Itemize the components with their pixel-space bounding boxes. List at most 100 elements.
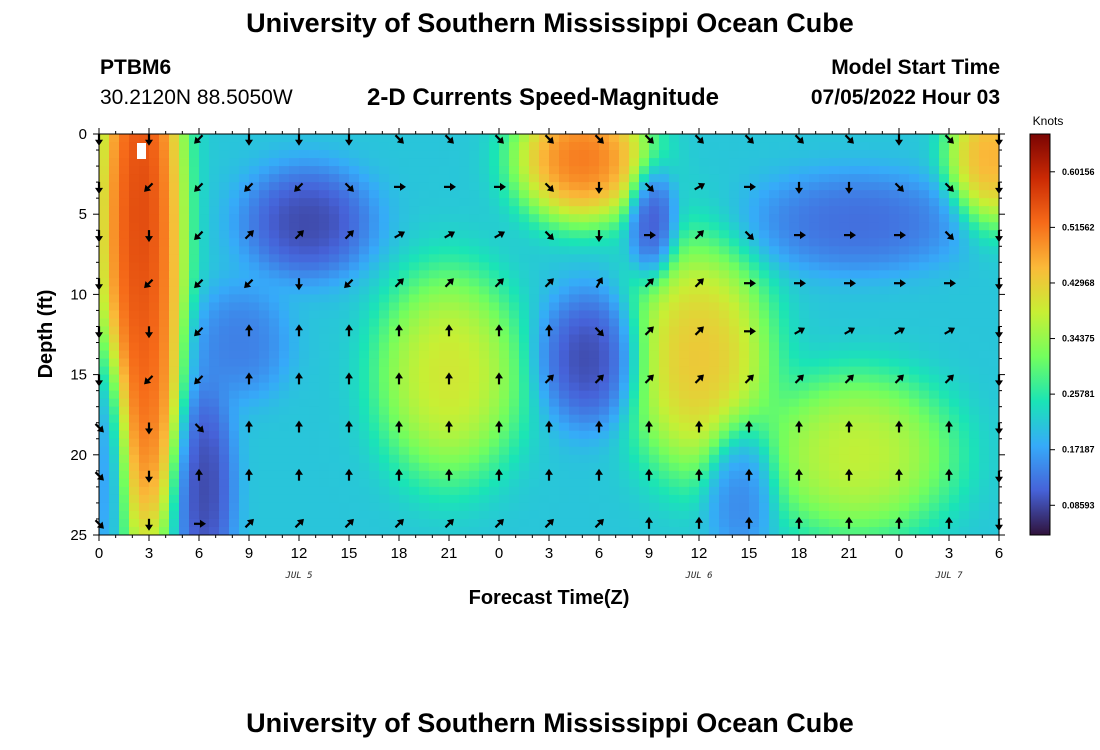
heatmap-cell (819, 166, 830, 175)
heatmap-cell (709, 278, 720, 287)
heatmap-cell (839, 366, 850, 376)
heatmap-cell (199, 366, 210, 376)
current-vector-arrow (394, 278, 404, 288)
heatmap-cell (579, 190, 590, 199)
current-vector-arrow (144, 182, 154, 192)
heatmap-cell (509, 398, 520, 408)
heatmap-cell (529, 294, 540, 304)
heatmap-cell (889, 422, 900, 432)
heatmap-cell (559, 526, 570, 535)
heatmap-cell (429, 406, 440, 416)
heatmap-cell (919, 350, 930, 360)
heatmap-cell (539, 166, 550, 175)
heatmap-cell (199, 374, 210, 384)
heatmap-cell (489, 286, 500, 295)
heatmap-cell (549, 518, 560, 528)
heatmap-cell (529, 390, 540, 400)
heatmap-cell (759, 198, 770, 207)
heatmap-cell (609, 414, 620, 424)
heatmap-cell (869, 158, 880, 167)
heatmap-cell (209, 262, 220, 271)
heatmap-cell (119, 262, 130, 271)
heatmap-cell (689, 198, 700, 207)
heatmap-cell (159, 438, 170, 448)
heatmap-cell (979, 462, 990, 472)
current-vector-arrow (744, 182, 756, 191)
heatmap-cell (639, 446, 650, 456)
heatmap-cell (479, 302, 490, 312)
heatmap-cell (409, 350, 420, 360)
heatmap-cell (209, 350, 220, 360)
heatmap-cell (759, 262, 770, 271)
heatmap-cell (359, 382, 370, 392)
heatmap-cell (809, 166, 820, 175)
heatmap-cell (549, 318, 560, 328)
heatmap-cell (279, 158, 290, 167)
heatmap-cell (549, 446, 560, 456)
heatmap-cell (199, 286, 210, 295)
heatmap-cell (519, 342, 530, 352)
heatmap-cell (119, 390, 130, 400)
heatmap-cell (299, 214, 310, 223)
heatmap-cell (949, 174, 960, 183)
heatmap-cell (379, 190, 390, 199)
heatmap-cell (419, 422, 430, 432)
heatmap-cell (199, 134, 210, 143)
heatmap-cell (699, 422, 710, 432)
heatmap-cell (219, 526, 230, 535)
heatmap-cell (259, 430, 270, 440)
heatmap-cell (119, 502, 130, 512)
heatmap-cell (359, 134, 370, 143)
heatmap-cell (849, 246, 860, 255)
heatmap-cell (719, 334, 730, 344)
heatmap-cell (809, 246, 820, 255)
heatmap-cell (329, 462, 340, 472)
heatmap-cell (539, 254, 550, 263)
heatmap-cell (199, 222, 210, 231)
heatmap-cell (469, 222, 480, 231)
heatmap-cell (169, 326, 180, 336)
heatmap-cell (469, 510, 480, 520)
heatmap-cell (849, 262, 860, 271)
heatmap-cell (519, 206, 530, 215)
heatmap-cell (589, 422, 600, 432)
heatmap-cell (989, 510, 999, 520)
heatmap-cell (519, 318, 530, 328)
heatmap-cell (589, 382, 600, 392)
heatmap-cell (659, 190, 670, 199)
heatmap-cell (309, 206, 320, 215)
heatmap-cell (269, 286, 280, 295)
heatmap-cell (119, 334, 130, 344)
heatmap-cell (909, 494, 920, 504)
heatmap-cell (479, 134, 490, 143)
heatmap-cell (279, 142, 290, 151)
heatmap-cell (359, 390, 370, 400)
heatmap-cell (729, 398, 740, 408)
heatmap-cell (399, 470, 410, 480)
heatmap-cell (939, 502, 950, 512)
heatmap-cell (299, 502, 310, 512)
heatmap-cell (909, 462, 920, 472)
heatmap-cell (409, 318, 420, 328)
heatmap-cell (579, 398, 590, 408)
heatmap-cell (609, 494, 620, 504)
current-vector-arrow (695, 468, 703, 481)
heatmap-cell (829, 254, 840, 263)
heatmap-cell (679, 470, 690, 480)
heatmap-cell (929, 302, 940, 312)
heatmap-cell (639, 486, 650, 496)
heatmap-cell (669, 254, 680, 263)
heatmap-cell (439, 270, 450, 279)
heatmap-cell (329, 206, 340, 215)
heatmap-cell (609, 206, 620, 215)
heatmap-cell (589, 174, 600, 183)
heatmap-cell (949, 446, 960, 456)
heatmap-cell (289, 254, 300, 263)
heatmap-cell (749, 486, 760, 496)
heatmap-cell (459, 494, 470, 504)
vector-head (345, 324, 353, 331)
heatmap-cell (919, 366, 930, 376)
heatmap-cell (559, 358, 570, 368)
heatmap-cell (429, 334, 440, 344)
heatmap-cell (389, 262, 400, 271)
